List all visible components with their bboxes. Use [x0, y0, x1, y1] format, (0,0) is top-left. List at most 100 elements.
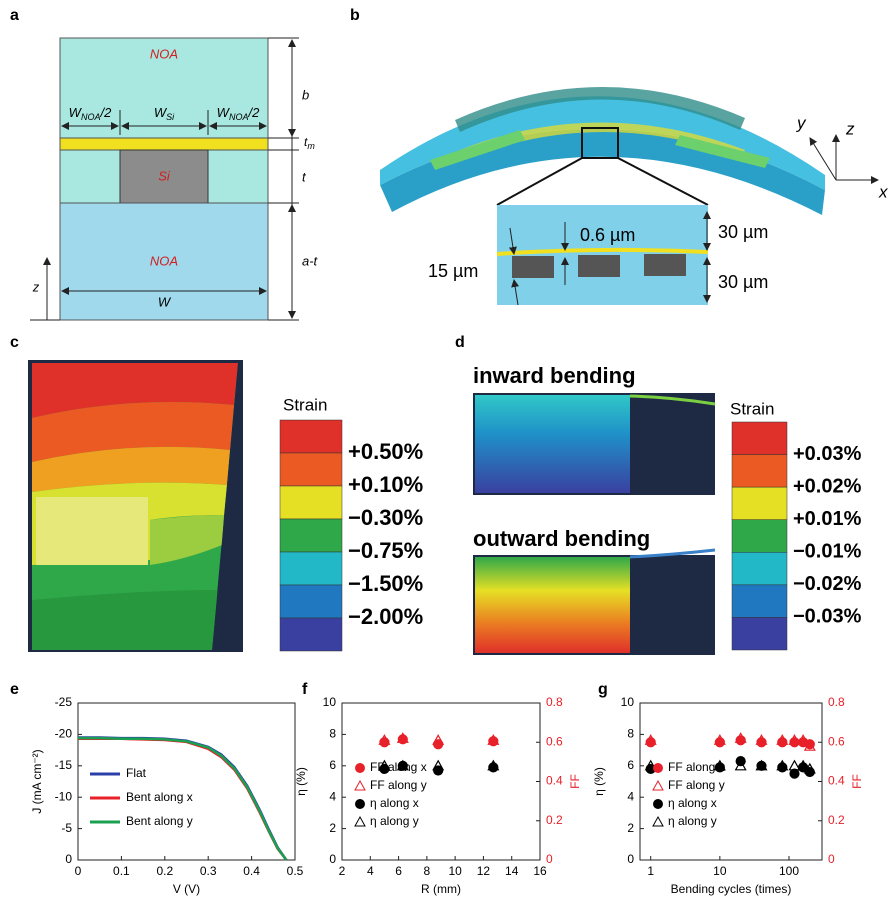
- panel-c: c Strain +0.50%+0.10%−0.30%−0.75%−1.50%−…: [10, 334, 423, 652]
- label: 0.6 µm: [580, 225, 635, 245]
- y-tick-label: 8: [627, 727, 634, 741]
- colorbar-band: [732, 617, 787, 650]
- colorbar-title: Strain: [283, 395, 327, 414]
- label: y: [796, 113, 807, 132]
- legend-swatch: [356, 764, 365, 773]
- contour: [475, 557, 630, 653]
- marker: [778, 738, 787, 747]
- legend-swatch: [355, 817, 365, 826]
- panel-label: f: [302, 681, 308, 698]
- y2-axis-label: FF: [850, 774, 864, 789]
- label: 30 µm: [718, 222, 768, 242]
- panel-label: e: [10, 681, 19, 698]
- inset-si: [644, 254, 686, 276]
- y2-tick-label: 0: [546, 852, 553, 866]
- legend-swatch: [356, 800, 365, 809]
- marker: [789, 761, 799, 770]
- marker: [790, 738, 799, 747]
- colorbar-band: [280, 618, 342, 651]
- panel-label: d: [455, 334, 465, 351]
- colorbar-band: [280, 552, 342, 585]
- contour: [32, 590, 218, 650]
- colorbar-band: [280, 420, 342, 453]
- x-tick-label: 10: [448, 864, 462, 878]
- label: W: [158, 294, 172, 309]
- y-tick-label: -10: [55, 789, 73, 803]
- panel-label: b: [350, 7, 360, 24]
- y-tick-label: 6: [329, 758, 336, 772]
- x-tick-label: 1: [647, 864, 654, 878]
- panel-label: g: [598, 681, 608, 698]
- label: tm: [304, 135, 315, 151]
- inset-si: [512, 256, 554, 278]
- panel-label: c: [10, 334, 19, 351]
- subtitle: inward bending: [473, 363, 636, 388]
- y-tick-label: 6: [627, 758, 634, 772]
- y2-tick-label: 0.6: [546, 734, 563, 748]
- marker: [715, 738, 724, 747]
- y-tick-label: 0: [329, 852, 336, 866]
- x-axis-label: Bending cycles (times): [671, 882, 792, 896]
- x-tick-label: 0.4: [243, 864, 260, 878]
- y-tick-label: -15: [55, 758, 73, 772]
- colorbar-label: +0.03%: [793, 443, 862, 465]
- label: 15 µm: [428, 261, 478, 281]
- colorbar-band: [732, 455, 787, 488]
- x-tick-label: 4: [367, 864, 374, 878]
- colorbar: +0.50%+0.10%−0.30%−0.75%−1.50%−2.00%: [280, 420, 423, 651]
- label: 30 µm: [718, 272, 768, 292]
- y2-tick-label: 0.8: [546, 695, 563, 709]
- y2-tick-label: 0.8: [828, 695, 845, 709]
- y2-axis-label: FF: [568, 774, 582, 789]
- colorbar-label: −0.30%: [348, 505, 423, 530]
- legend-swatch: [355, 781, 365, 790]
- marker: [757, 738, 766, 747]
- colorbar: +0.03%+0.02%+0.01%−0.01%−0.02%−0.03%: [732, 422, 862, 650]
- panel-label: a: [10, 7, 19, 24]
- legend-label: FF along y: [668, 778, 725, 792]
- y-tick-label: -5: [61, 821, 72, 835]
- y-tick-label: 10: [621, 695, 635, 709]
- marker: [736, 736, 745, 745]
- legend-label: FF along x: [668, 760, 725, 774]
- legend-label: η along y: [370, 814, 419, 828]
- y2-tick-label: 0.4: [546, 774, 563, 788]
- colorbar-label: −0.02%: [793, 573, 862, 595]
- colorbar-band: [732, 487, 787, 520]
- metal-layer: [60, 138, 268, 150]
- label: x: [878, 182, 888, 201]
- legend-label: Flat: [126, 766, 147, 780]
- y-tick-label: 10: [323, 695, 337, 709]
- label: Si: [158, 168, 171, 183]
- y-axis-label: η (%): [592, 767, 606, 796]
- x-tick-label: 100: [779, 864, 799, 878]
- x-tick-label: 6: [395, 864, 402, 878]
- y-tick-label: 2: [627, 821, 634, 835]
- x-tick-label: 8: [424, 864, 431, 878]
- label: z: [32, 279, 40, 294]
- y-tick-label: 8: [329, 727, 336, 741]
- y-tick-label: 0: [65, 852, 72, 866]
- inset-si: [578, 255, 620, 277]
- marker: [380, 738, 389, 747]
- legend-label: η along x: [370, 796, 419, 810]
- panel-b: b 0.6 µm 15 µm 30 µm 30 µm x z y: [350, 7, 888, 305]
- colorbar-label: −2.00%: [348, 604, 423, 629]
- y-tick-label: 2: [329, 821, 336, 835]
- label: b: [302, 87, 309, 102]
- legend-label: FF along x: [370, 760, 427, 774]
- y-tick-label: 4: [627, 789, 634, 803]
- x-tick-label: 0.3: [200, 864, 217, 878]
- colorbar-band: [732, 422, 787, 455]
- colorbar-title: Strain: [730, 399, 774, 418]
- legend-label: FF along y: [370, 778, 427, 792]
- y2-tick-label: 0.6: [828, 734, 845, 748]
- legend-label: Bent along x: [126, 790, 193, 804]
- colorbar-label: +0.01%: [793, 508, 862, 530]
- x-tick-label: 2: [339, 864, 346, 878]
- x-tick-label: 0.1: [113, 864, 130, 878]
